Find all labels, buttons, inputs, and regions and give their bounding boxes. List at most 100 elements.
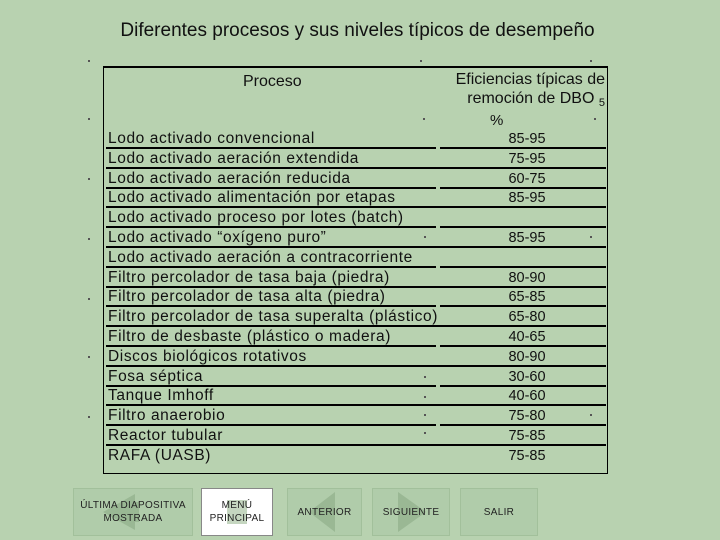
row-divider — [440, 265, 606, 268]
process-name: Lodo activado alimentación por etapas — [108, 189, 396, 207]
row-divider — [106, 265, 436, 268]
process-name: Lodo activado proceso por lotes (batch) — [108, 209, 404, 227]
process-name: Tanque Imhoff — [108, 387, 214, 405]
process-efficiency: 40-65 — [508, 329, 546, 345]
menu-icon — [227, 500, 247, 524]
row-divider — [440, 285, 606, 288]
row-divider — [106, 345, 436, 347]
previous-label: ANTERIOR — [297, 506, 352, 518]
process-efficiency: 30-60 — [508, 368, 546, 385]
row-divider — [106, 384, 436, 387]
slide-title: Diferentes procesos y sus niveles típico… — [120, 20, 595, 41]
process-efficiency: 75-85 — [508, 428, 546, 444]
decorative-dot — [88, 238, 90, 240]
decorative-dot — [424, 236, 426, 238]
row-divider — [440, 384, 606, 387]
decorative-dot — [88, 416, 90, 418]
decorative-dot — [88, 178, 90, 180]
row-divider — [440, 325, 606, 328]
row-divider — [440, 345, 606, 347]
row-divider — [106, 285, 441, 288]
previous-button[interactable]: ANTERIOR — [287, 488, 362, 536]
process-table-frame — [103, 66, 608, 474]
row-divider — [106, 226, 436, 229]
previous-arrow-icon — [309, 492, 335, 532]
exit-button[interactable]: SALIR — [460, 488, 538, 536]
row-divider — [440, 424, 606, 427]
decorative-dot — [88, 298, 90, 300]
row-divider — [440, 226, 606, 229]
decorative-dot — [590, 236, 592, 238]
header-efficiency: Eficiencias típicas de remoción de DBO 5 — [430, 70, 605, 113]
header-unit: % — [490, 112, 504, 129]
row-divider — [106, 325, 441, 328]
row-divider — [106, 305, 436, 308]
decorative-dot — [424, 396, 426, 398]
row-divider — [106, 166, 441, 169]
process-name: Lodo activado convencional — [108, 130, 315, 147]
row-divider — [440, 246, 606, 248]
process-name: Discos biológicos rotativos — [108, 347, 307, 365]
header-efficiency-line2: remoción de DBO 5 — [430, 89, 605, 113]
process-name: Reactor tubular — [108, 427, 223, 444]
process-name: Lodo activado aeración reducida — [108, 169, 351, 187]
decorative-dot — [590, 414, 592, 416]
process-name: Filtro anaerobio — [108, 407, 226, 425]
row-divider — [106, 444, 441, 446]
decorative-dot — [420, 60, 422, 62]
exit-label: SALIR — [483, 506, 515, 518]
process-efficiency: 60-75 — [508, 170, 546, 187]
decorative-dot — [590, 60, 592, 62]
process-name: Filtro percolador de tasa superalta (plá… — [108, 308, 438, 326]
row-divider — [440, 444, 606, 446]
row-divider — [106, 424, 436, 427]
next-arrow-icon — [398, 492, 426, 532]
process-efficiency: 75-85 — [508, 447, 546, 464]
row-divider — [106, 206, 441, 209]
process-efficiency: 65-80 — [508, 309, 546, 326]
process-name: Lodo activado “oxígeno puro” — [108, 229, 327, 246]
next-label: SIGUIENTE — [382, 506, 440, 518]
process-efficiency: 75-80 — [508, 408, 546, 425]
decorative-dot — [424, 414, 426, 416]
decorative-dot — [88, 60, 90, 62]
header-efficiency-dbo: remoción de DBO — [467, 90, 595, 107]
decorative-dot — [424, 376, 426, 378]
process-efficiency: 85-95 — [508, 230, 546, 246]
row-divider — [106, 364, 441, 367]
row-divider — [106, 147, 436, 149]
process-efficiency: 75-95 — [508, 150, 546, 167]
process-efficiency: 85-95 — [508, 131, 546, 147]
last-slide-label: ÚLTIMA DIAPOSITIVA MOSTRADA — [80, 500, 186, 524]
last-slide-button[interactable]: ÚLTIMA DIAPOSITIVA MOSTRADA — [73, 488, 193, 536]
process-efficiency: 65-85 — [508, 289, 546, 306]
row-divider — [106, 404, 441, 407]
row-divider — [440, 166, 606, 169]
back-arrow-icon — [103, 494, 139, 530]
main-menu-button[interactable]: MENÚ PRINCIPAL — [201, 488, 273, 536]
decorative-dot — [88, 356, 90, 358]
row-divider — [106, 186, 436, 189]
header-efficiency-line1: Eficiencias típicas de — [455, 71, 605, 88]
row-divider — [440, 147, 606, 149]
process-name: Filtro de desbaste (plástico o madera) — [108, 328, 391, 345]
process-efficiency: 80-90 — [508, 269, 546, 286]
decorative-dot — [88, 118, 90, 120]
row-divider — [440, 364, 606, 367]
process-name: Filtro percolador de tasa alta (piedra) — [108, 288, 386, 306]
row-divider — [440, 305, 606, 308]
main-menu-label: MENÚ PRINCIPAL — [209, 500, 265, 524]
process-efficiency: 80-90 — [508, 348, 546, 365]
row-divider — [440, 404, 606, 407]
header-process: Proceso — [243, 73, 302, 90]
process-name: Filtro percolador de tasa baja (piedra) — [108, 268, 390, 286]
decorative-dot — [424, 432, 426, 434]
process-efficiency: 40-60 — [508, 388, 546, 405]
row-divider — [440, 186, 606, 189]
header-efficiency-subscript: 5 — [598, 97, 605, 109]
process-name: Lodo activado aeración extendida — [108, 149, 360, 167]
process-name: Lodo activado aeración a contracorriente — [108, 248, 413, 266]
next-button[interactable]: SIGUIENTE — [372, 488, 450, 536]
process-efficiency: 85-95 — [508, 190, 546, 207]
row-divider — [440, 206, 606, 209]
